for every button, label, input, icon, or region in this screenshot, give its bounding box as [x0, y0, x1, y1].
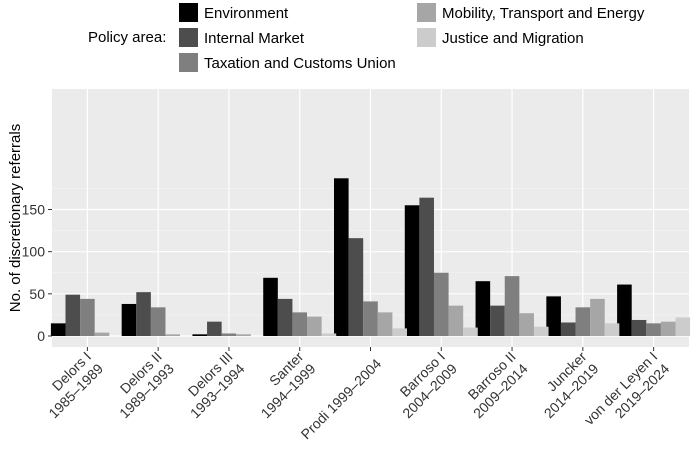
legend-label: Justice and Migration	[442, 30, 584, 47]
bar	[307, 316, 322, 336]
bar	[675, 317, 691, 336]
bar	[221, 333, 237, 336]
legend-swatch	[179, 28, 198, 47]
x-tick-label: Barroso I2004–2009	[387, 348, 460, 421]
bar	[404, 205, 420, 336]
bar	[263, 277, 278, 336]
bar	[65, 294, 81, 336]
legend-item: Environment	[179, 3, 289, 22]
y-tick-label: 0	[37, 328, 45, 344]
bar	[504, 276, 520, 336]
gridlines	[52, 89, 689, 347]
bar	[448, 305, 464, 336]
y-tick-label: 100	[22, 244, 46, 260]
y-axis: 0 50 100 150	[22, 202, 52, 344]
bar	[277, 298, 293, 336]
x-tick-label-text: Delors II1989–1993	[104, 348, 177, 421]
x-tick-label: Delors I1985–1989	[33, 348, 106, 421]
y-axis-title: No. of discretionary referrals	[7, 124, 24, 312]
bar	[575, 307, 591, 336]
legend-title: Policy area:	[88, 29, 166, 46]
legend: Policy area: Environment Internal Market T…	[88, 3, 645, 72]
bar	[463, 327, 478, 336]
bar	[646, 323, 661, 336]
x-tick-label-text: Santer1994–1999	[246, 348, 319, 421]
bar	[631, 319, 647, 336]
bar	[392, 328, 407, 336]
bar	[604, 323, 620, 336]
bar	[165, 334, 181, 336]
legend-swatch	[179, 53, 198, 72]
bar	[236, 334, 251, 336]
bar	[433, 272, 449, 336]
legend-swatch	[179, 3, 198, 22]
legend-item: Justice and Migration	[417, 28, 584, 47]
bar	[546, 296, 561, 336]
legend-label: Mobility, Transport and Energy	[442, 5, 645, 22]
bar	[334, 178, 349, 336]
bar	[419, 197, 434, 336]
x-tick-label: Delors III1993–1994	[175, 348, 248, 421]
x-tick-label: Delors II1989–1993	[104, 348, 177, 421]
x-tick-label-text: von der Leyen I2019–2024	[581, 348, 673, 440]
legend-label: Internal Market	[204, 30, 305, 47]
bar	[560, 322, 576, 336]
bar	[660, 321, 676, 336]
bar	[150, 307, 166, 336]
bar	[50, 323, 66, 336]
bar	[94, 332, 110, 336]
legend-item: Taxation and Customs Union	[179, 53, 396, 72]
bar	[292, 312, 308, 336]
bar	[363, 301, 378, 336]
legend-item: Internal Market	[179, 28, 305, 47]
x-tick-label: von der Leyen I2019–2024	[581, 348, 673, 440]
bars	[50, 178, 691, 336]
bar	[136, 292, 151, 336]
x-tick-label: Barroso II2009–2014	[458, 348, 531, 421]
x-axis: Delors I1985–1989 Delors II1989–1993 Delor…	[33, 347, 673, 442]
bar	[192, 334, 208, 336]
bar	[617, 284, 632, 336]
bar	[207, 321, 222, 336]
y-tick-label: 50	[29, 286, 45, 302]
legend-item: Mobility, Transport and Energy	[417, 3, 645, 22]
bar	[348, 238, 364, 336]
bar	[533, 326, 549, 336]
legend-label: Taxation and Customs Union	[204, 55, 396, 72]
y-tick-label: 150	[22, 202, 46, 218]
x-tick-label-text: Barroso II2009–2014	[458, 348, 531, 421]
bar	[377, 312, 393, 336]
bar	[475, 281, 491, 336]
bar	[80, 298, 95, 336]
x-tick-label-text: Delors III1993–1994	[175, 348, 248, 421]
legend-swatch	[417, 3, 436, 22]
bar	[321, 333, 337, 336]
legend-swatch	[417, 28, 436, 47]
legend-label: Environment	[204, 5, 289, 22]
bar	[519, 313, 534, 336]
x-tick-label-text: Delors I1985–1989	[33, 348, 106, 421]
bar	[121, 303, 137, 336]
bar	[590, 298, 605, 336]
x-tick-label-text: Barroso I2004–2009	[387, 348, 460, 421]
x-tick-label: Santer1994–1999	[246, 348, 319, 421]
bar	[490, 305, 505, 336]
